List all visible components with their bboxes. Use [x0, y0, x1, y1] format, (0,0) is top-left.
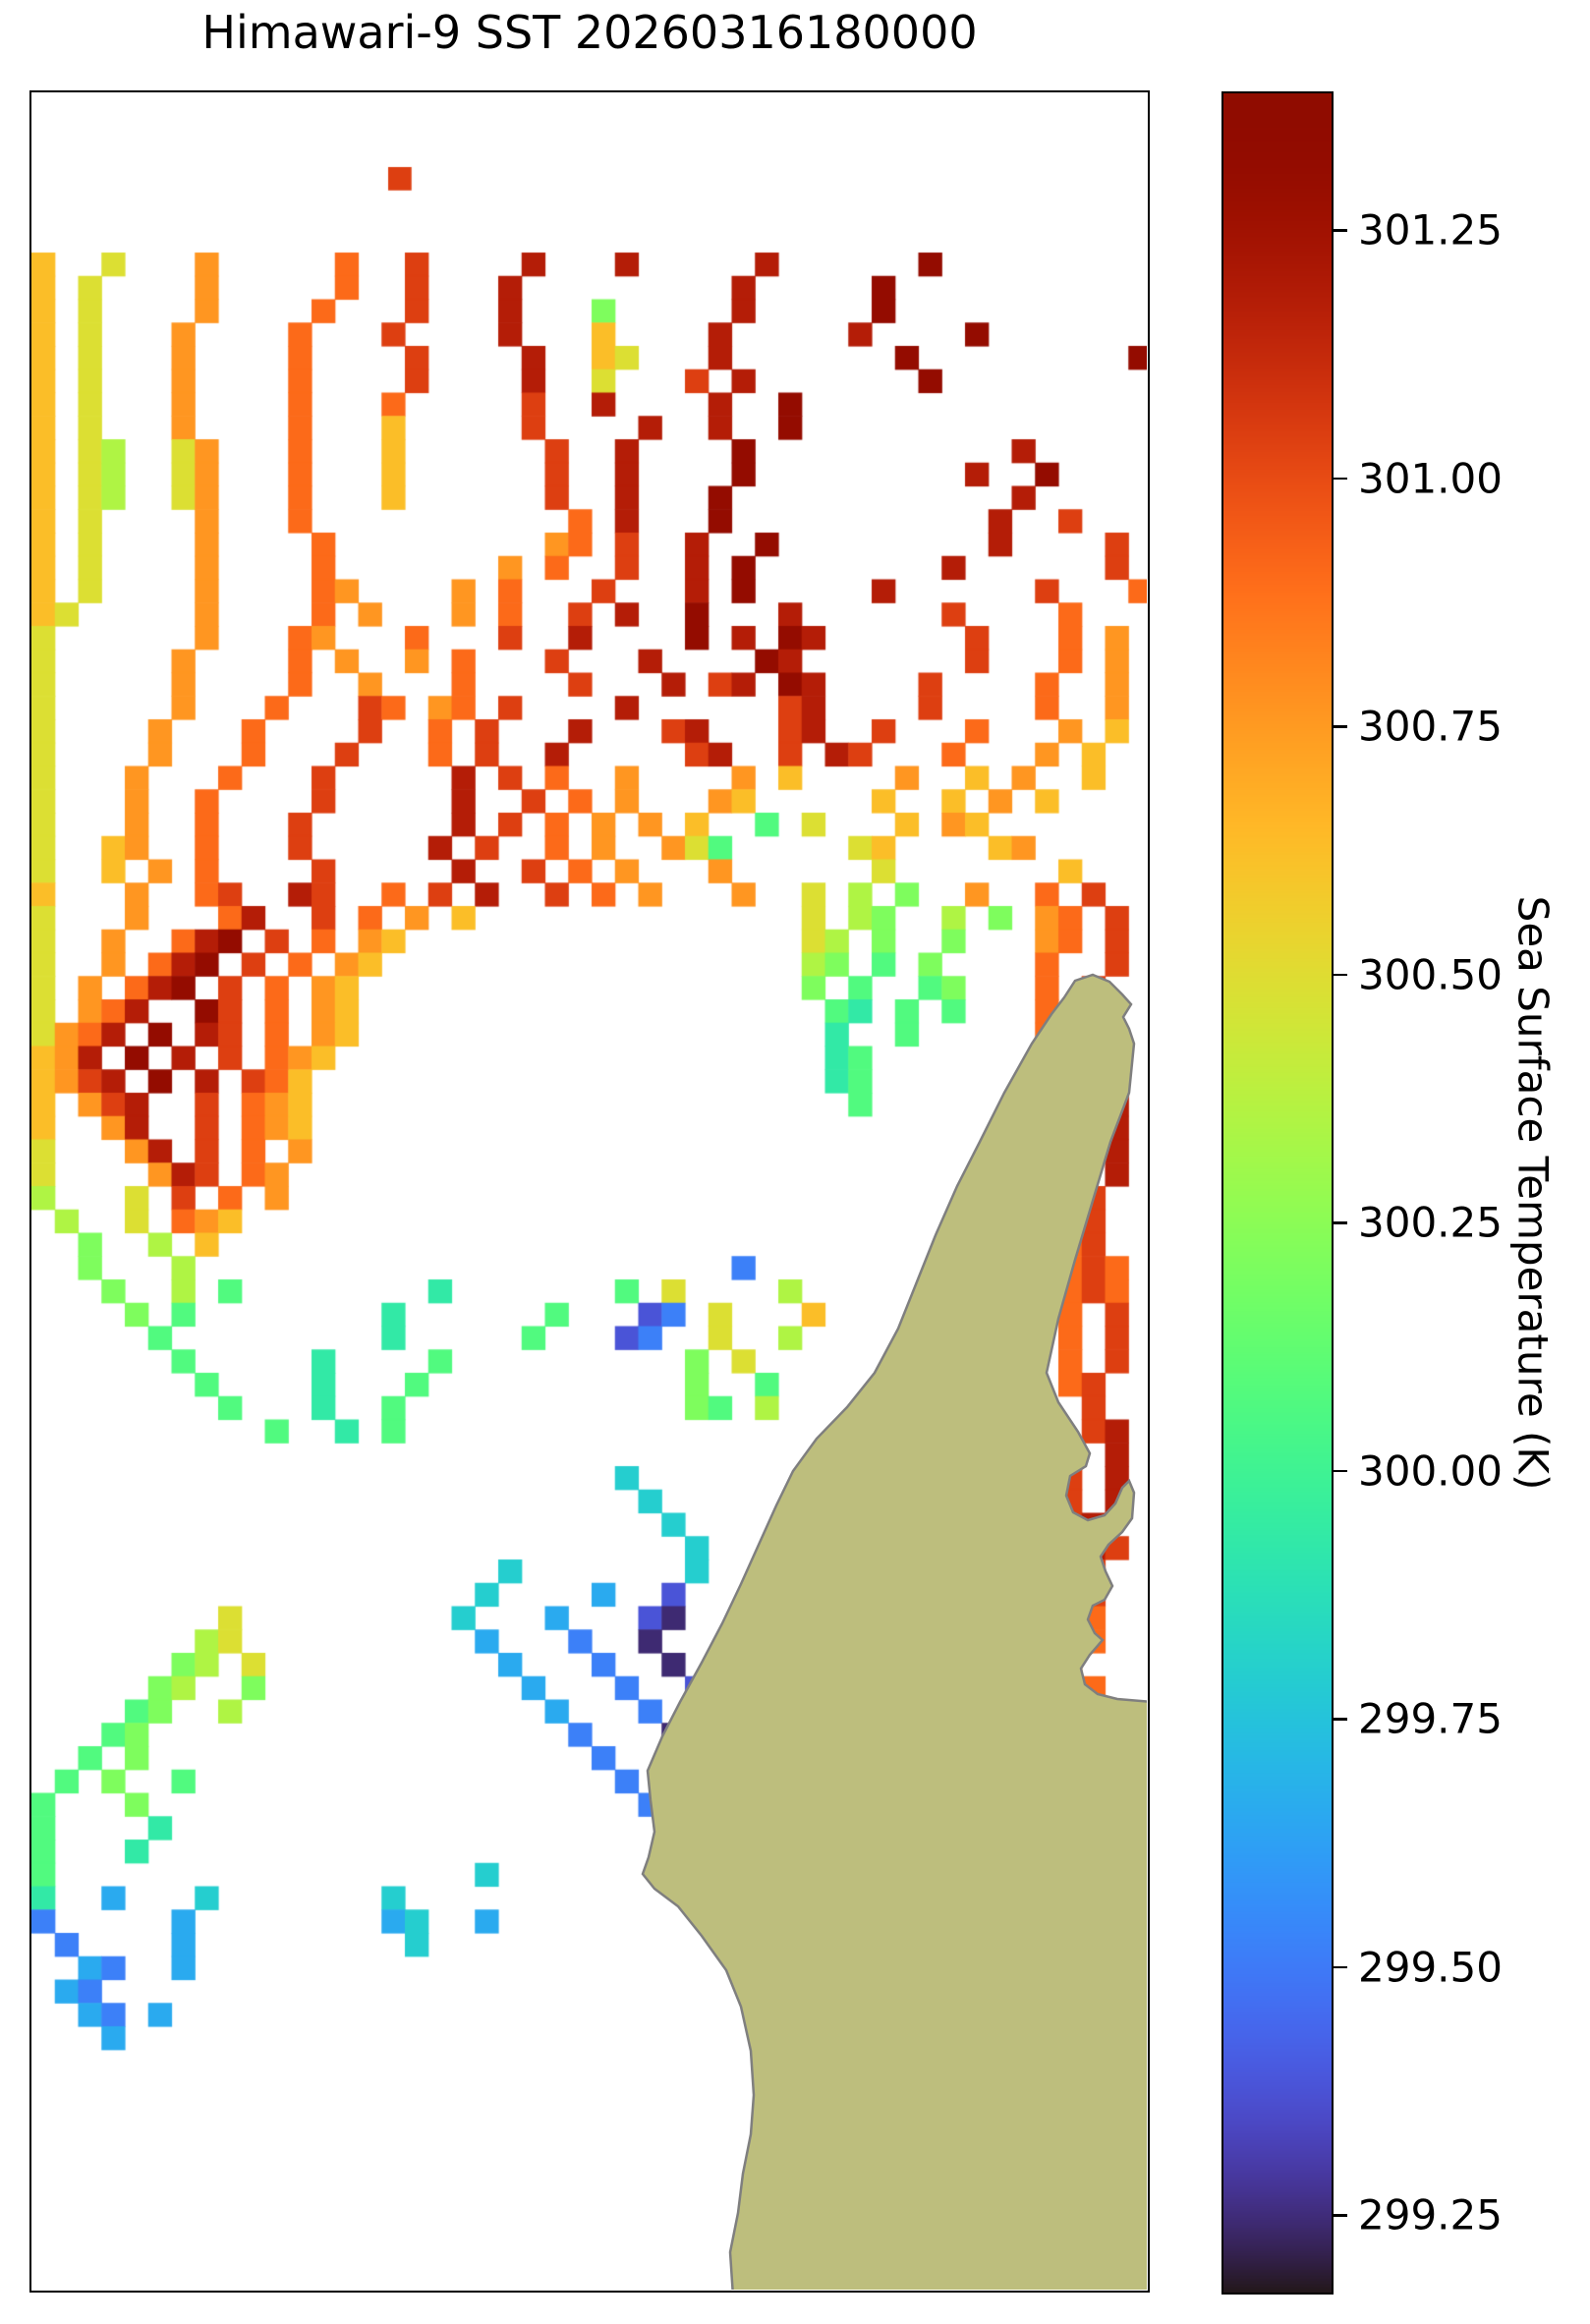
colorbar-axis-label: Sea Surface Temperature (K): [1508, 895, 1558, 1491]
colorbar-tick-label: 299.50: [1358, 1943, 1503, 1992]
colorbar-tick-label: 300.50: [1358, 950, 1503, 999]
coastline: [641, 973, 1147, 2290]
map-plot-area: [29, 90, 1150, 2293]
colorbar-tick-mark: [1334, 725, 1347, 728]
colorbar-tick-mark: [1334, 1965, 1347, 1969]
colorbar-tick-label: 301.25: [1358, 205, 1503, 255]
colorbar-tick-label: 300.25: [1358, 1198, 1503, 1247]
colorbar-tick-label: 299.25: [1358, 2190, 1503, 2239]
colorbar-tick-mark: [1334, 2214, 1347, 2217]
land-polygon: [641, 973, 1147, 2290]
colorbar-tick-mark: [1334, 477, 1347, 481]
colorbar-tick-label: 301.00: [1358, 454, 1503, 503]
colorbar-tick-mark: [1334, 1718, 1347, 1721]
colorbar-tick-mark: [1334, 229, 1347, 232]
colorbar-tick-mark: [1334, 1221, 1347, 1224]
colorbar-tick-label: 300.75: [1358, 702, 1503, 751]
colorbar-tick-label: 300.00: [1358, 1446, 1503, 1496]
figure-title: Himawari-9 SST 20260316180000: [201, 6, 978, 59]
colorbar-tick-mark: [1334, 1469, 1347, 1473]
colorbar-gradient: [1223, 93, 1332, 2293]
colorbar-tick-mark: [1334, 973, 1347, 977]
colorbar: [1221, 91, 1334, 2295]
colorbar-tick-label: 299.75: [1358, 1694, 1503, 1743]
